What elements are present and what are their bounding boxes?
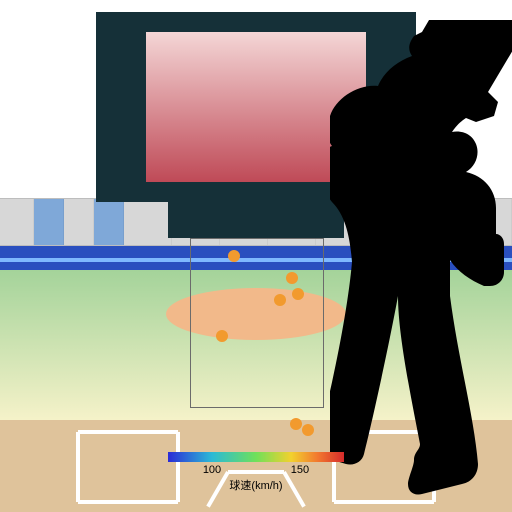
pitch-marker bbox=[302, 424, 314, 436]
pitch-marker bbox=[286, 272, 298, 284]
pitch-marker bbox=[292, 288, 304, 300]
pitch-marker bbox=[216, 330, 228, 342]
velocity-colorbar bbox=[168, 452, 344, 462]
pitch-marker bbox=[274, 294, 286, 306]
batter-silhouette bbox=[330, 20, 512, 510]
velocity-tick: 150 bbox=[291, 464, 309, 476]
baseball-pitch-chart: 100 150 球速(km/h) bbox=[0, 0, 512, 512]
velocity-tick: 100 bbox=[203, 464, 221, 476]
velocity-legend: 100 150 球速(km/h) bbox=[168, 452, 344, 493]
velocity-label: 球速(km/h) bbox=[168, 477, 344, 493]
pitch-marker bbox=[290, 418, 302, 430]
pitch-marker bbox=[228, 250, 240, 262]
velocity-ticks: 100 150 bbox=[168, 464, 344, 476]
